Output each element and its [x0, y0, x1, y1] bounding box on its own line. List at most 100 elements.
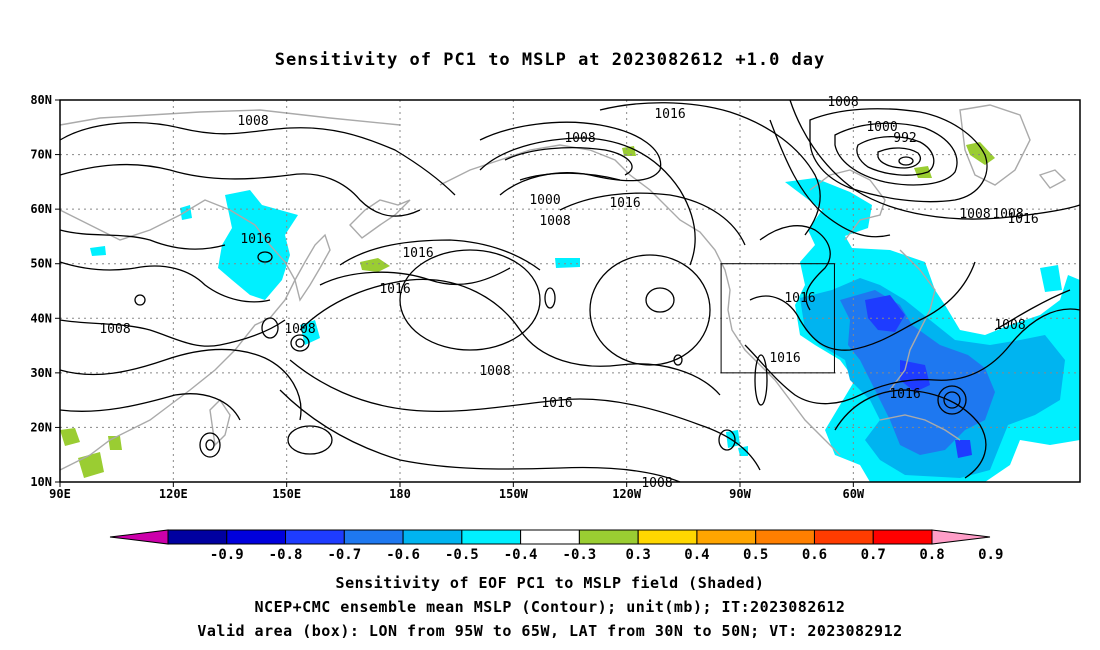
y-tick-label: 80N [30, 93, 52, 107]
y-tick-label: 70N [30, 148, 52, 162]
coast-iceland [1038, 169, 1067, 189]
shade-green-1 [360, 258, 390, 272]
contour-pac-high-2 [399, 249, 541, 351]
contour-hurricane-2 [943, 391, 961, 409]
contour-small-12 [673, 354, 683, 366]
shade-green-3 [966, 142, 995, 165]
contour-label: 1008 [284, 322, 315, 337]
contour-small-7 [287, 425, 333, 455]
contour-label: 1008 [564, 131, 595, 146]
colorbar-label: -0.3 [563, 547, 597, 563]
contour-pac-high-3 [589, 254, 711, 366]
shade-cyan-asia3 [90, 246, 106, 256]
colorbar-label: -0.7 [327, 547, 361, 563]
contour-label: 1016 [379, 282, 410, 297]
colorbar-label: 0.8 [919, 547, 944, 563]
coast-arctic [59, 109, 401, 126]
contour-1 [59, 122, 456, 196]
contour-label: 1016 [240, 232, 271, 247]
colorbar-label: -0.8 [269, 547, 303, 563]
colorbar-segment [402, 529, 463, 545]
coast-carib [879, 414, 961, 441]
contour-label: 1016 [769, 351, 800, 366]
shade-blue4-na [955, 440, 972, 458]
x-tick-label: 120E [159, 487, 188, 501]
contour-24 [769, 119, 891, 238]
colorbar-low-arrow [109, 529, 169, 545]
contour-label: 1008 [959, 207, 990, 222]
shade-cyan-pac [555, 258, 580, 268]
colorbar-segment [343, 529, 404, 545]
shade-green-4 [914, 166, 932, 178]
contour-26 [749, 261, 976, 351]
y-tick-label: 60N [30, 202, 52, 216]
colorbar-segment [226, 529, 287, 545]
contour-19 [809, 108, 988, 203]
contour-23 [789, 99, 1081, 220]
colorbar-high-arrow [931, 529, 991, 545]
colorbar-segment [461, 529, 522, 545]
coast-hudson [809, 169, 886, 241]
shade-cyan-japan [300, 320, 320, 345]
contour-15 [519, 172, 621, 181]
colorbar-label: 0.5 [743, 547, 768, 563]
contour-label: 1016 [654, 107, 685, 122]
contour-small-2 [290, 334, 310, 352]
x-tick-label: 180 [389, 487, 411, 501]
x-tick-label: 150E [272, 487, 301, 501]
colorbar-label: -0.5 [445, 547, 479, 563]
contour-label: 1008 [99, 322, 130, 337]
shade-cyan-asia [218, 190, 298, 300]
contour-3 [59, 229, 226, 250]
contour-small-4 [199, 432, 221, 458]
colorbar: -0.9 -0.8 -0.7 -0.6 -0.5 -0.4 -0.3 0.3 0.4 0.5 0.6… [109, 529, 1003, 563]
contour-label: 1016 [402, 246, 433, 261]
contour-small-11 [754, 354, 768, 406]
contour-small-3 [295, 338, 305, 348]
contour-small-10 [257, 251, 273, 263]
caption-line-1: Sensitivity of EOF PC1 to MSLP field (Sh… [335, 574, 765, 592]
caption-line-3: Valid area (box): LON from 95W to 65W, L… [197, 622, 903, 640]
contour-label: 1008 [992, 207, 1023, 222]
colorbar-segment [872, 529, 933, 545]
coast-kamchatka [349, 199, 411, 239]
colorbar-segment [285, 529, 345, 545]
map-gridlines [60, 100, 1080, 482]
axis-labels: 90E 120E 150E 180 150W 120W 90W 60W 80N 70N 60N 50N… [30, 93, 865, 501]
contour-label: 992 [893, 131, 916, 146]
contour-pac-high-1 [645, 287, 675, 313]
contour-label: 1016 [1007, 212, 1038, 227]
y-tick-label: 30N [30, 366, 52, 380]
contour-small-8 [261, 317, 279, 339]
colorbar-label: 0.7 [861, 547, 886, 563]
shade-blue3-na [900, 360, 930, 392]
coast-greenland [959, 104, 1031, 186]
shade-blue2-na [865, 295, 905, 332]
contour-5 [59, 319, 286, 347]
x-tick-label: 90W [729, 487, 751, 501]
colorbar-segment [520, 529, 580, 545]
x-tick-label: 90E [49, 487, 71, 501]
contour-14 [504, 147, 633, 176]
shade-cyan-asia2 [180, 205, 192, 220]
contour-label: 1008 [641, 476, 672, 491]
y-tick-label: 10N [30, 475, 52, 489]
contour-7 [59, 393, 241, 421]
contour-12 [279, 389, 681, 483]
contour-8 [339, 239, 541, 271]
contour-small-5 [205, 439, 215, 451]
map-frame [59, 99, 1081, 483]
contour-label: 1016 [784, 291, 815, 306]
contour-low-center [898, 156, 914, 166]
mslp-contours [59, 99, 1081, 483]
shade-green-5 [60, 428, 80, 446]
contour-label: 1016 [609, 196, 640, 211]
contour-29 [994, 289, 1071, 331]
contour-27 [744, 308, 1081, 405]
x-tick-label: 150W [499, 487, 529, 501]
contour-2 [59, 163, 421, 217]
colorbar-segment [755, 529, 815, 545]
contour-label: 1008 [479, 364, 510, 379]
contour-18 [599, 102, 821, 236]
